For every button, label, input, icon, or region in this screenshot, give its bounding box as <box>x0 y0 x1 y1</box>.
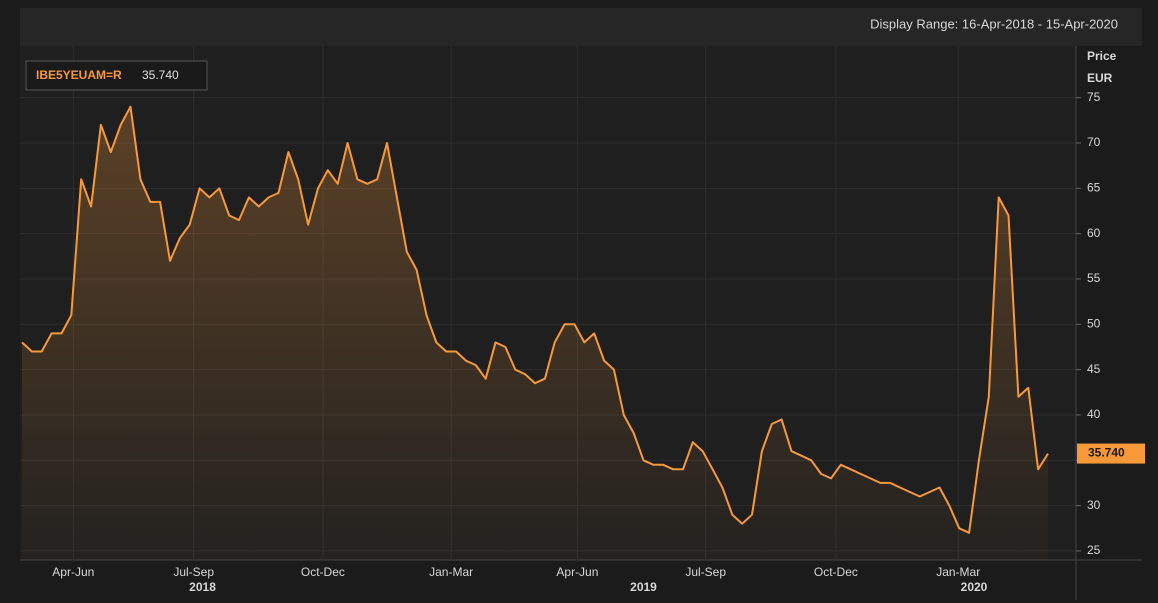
x-axis-area <box>20 560 1142 600</box>
y-axis-unit: EUR <box>1087 71 1113 85</box>
legend: IBE5YEUAM=R 35.740 <box>25 60 208 91</box>
x-tick-label: Oct-Dec <box>814 565 858 579</box>
legend-name: IBE5YEUAM=R <box>36 68 122 82</box>
y-tick-label: 45 <box>1087 362 1101 376</box>
y-tick-label: 60 <box>1087 226 1101 240</box>
y-axis-title: Price <box>1087 49 1117 63</box>
x-year-label: 2018 <box>189 580 216 594</box>
x-tick-label: Jul-Sep <box>173 565 214 579</box>
display-range: Display Range: 16-Apr-2018 - 15-Apr-2020 <box>870 16 1118 31</box>
last-value-tag <box>1077 443 1145 464</box>
y-tick-label: 65 <box>1087 180 1101 194</box>
x-tick-label: Jul-Sep <box>685 565 726 579</box>
y-axis-area <box>1076 46 1142 560</box>
y-tick-label: 25 <box>1087 543 1101 557</box>
x-tick-label: Apr-Jun <box>52 565 94 579</box>
legend-box <box>25 60 208 91</box>
x-tick-label: Jan-Mar <box>429 565 473 579</box>
y-tick-label: 40 <box>1087 407 1101 421</box>
y-tick-label: 55 <box>1087 271 1101 285</box>
legend-value: 35.740 <box>142 68 179 82</box>
x-tick-label: Jan-Mar <box>936 565 980 579</box>
y-tick-label: 75 <box>1087 90 1101 104</box>
x-tick-label: Apr-Jun <box>556 565 598 579</box>
header-bar <box>20 8 1142 46</box>
y-tick-label: 50 <box>1087 316 1101 330</box>
last-value-label: 35.740 <box>1088 446 1125 460</box>
area <box>22 106 1048 560</box>
line <box>21 105 1049 534</box>
y-tick-label: 70 <box>1087 135 1101 149</box>
x-year-label: 2020 <box>961 580 988 594</box>
x-year-label: 2019 <box>630 580 657 594</box>
y-tick-label: 30 <box>1087 498 1101 512</box>
x-tick-label: Oct-Dec <box>301 565 345 579</box>
